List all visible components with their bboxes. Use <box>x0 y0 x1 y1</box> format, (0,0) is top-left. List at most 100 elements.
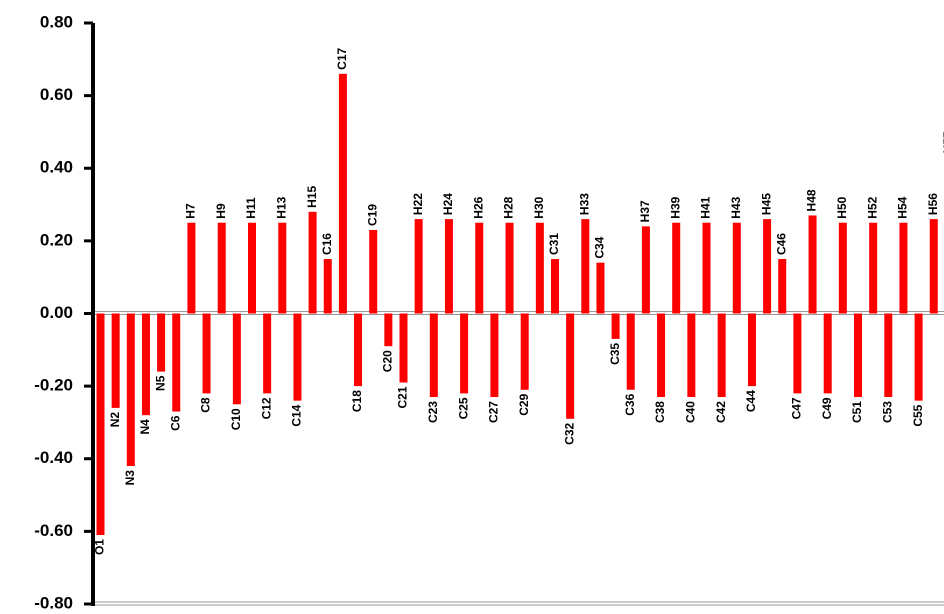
bar-label-n2: N2 <box>108 412 122 428</box>
bar-label-h30: H30 <box>532 196 546 218</box>
bar-c32 <box>566 313 575 419</box>
bar-h24 <box>444 219 453 314</box>
bar-h26 <box>475 222 484 314</box>
bar-c55 <box>914 313 923 401</box>
bar-label-c20: C20 <box>381 350 395 372</box>
bar-c47 <box>793 313 802 394</box>
bar-label-c6: C6 <box>168 415 182 431</box>
bar-label-h33: H33 <box>577 193 591 215</box>
bar-c27 <box>490 313 499 398</box>
bar-label-c49: C49 <box>820 397 834 419</box>
y-tick-label: 0.60 <box>40 85 73 104</box>
bar-label-c53: C53 <box>880 401 894 423</box>
bar-label-c27: C27 <box>487 401 501 423</box>
bar-c17 <box>338 73 347 314</box>
bar-label-c38: C38 <box>653 401 667 423</box>
bar-n3 <box>126 313 135 467</box>
bar-h56 <box>929 219 938 314</box>
y-tick-label: 0.40 <box>40 158 73 177</box>
bar-label-h45: H45 <box>759 193 773 215</box>
zero-baseline <box>93 311 944 606</box>
y-tick-label: -0.40 <box>34 448 73 467</box>
bar-label-h15: H15 <box>305 185 319 207</box>
bar-c14 <box>293 313 302 401</box>
bar-h41 <box>702 222 711 314</box>
bar-h39 <box>672 222 681 314</box>
bar-label-c18: C18 <box>350 390 364 412</box>
bar-label-c32: C32 <box>562 422 576 444</box>
bar-h45 <box>763 219 772 314</box>
bar-h22 <box>414 219 423 314</box>
bar-c6 <box>172 313 181 412</box>
bar-label-c10: C10 <box>229 408 243 430</box>
bar-h33 <box>581 219 590 314</box>
bar-label-c25: C25 <box>456 397 470 419</box>
bar-label-c55: C55 <box>911 404 925 426</box>
bar-label-c21: C21 <box>396 386 410 408</box>
bar-c18 <box>354 313 363 387</box>
bar-label-h26: H26 <box>471 196 485 218</box>
bar-h28 <box>505 222 514 314</box>
bar-h9 <box>217 222 226 314</box>
y-tick-label: 0.80 <box>40 12 73 31</box>
bar-h37 <box>641 226 650 314</box>
bar-label-n5: N5 <box>153 375 167 391</box>
bar-label-c19: C19 <box>365 204 379 226</box>
bar-c49 <box>823 313 832 394</box>
bar-label-h52: H52 <box>865 196 879 218</box>
bar-h48 <box>808 215 817 314</box>
bar-n2 <box>111 313 120 408</box>
bar-h52 <box>869 222 878 314</box>
bar-h30 <box>535 222 544 314</box>
bar-label-h11: H11 <box>244 197 258 219</box>
bar-label-h13: H13 <box>274 196 288 218</box>
bars-group <box>96 73 938 536</box>
bar-label-h37: H37 <box>638 200 652 222</box>
bar-c21 <box>399 313 408 383</box>
y-tick-label: -0.20 <box>34 376 73 395</box>
bar-c12 <box>263 313 272 394</box>
bar-label-c46: C46 <box>774 233 788 255</box>
bar-label-c44: C44 <box>744 390 758 412</box>
bar-h15 <box>308 211 317 314</box>
bar-h43 <box>732 222 741 314</box>
bar-label-h9: H9 <box>214 203 228 219</box>
bar-label-c31: C31 <box>547 233 561 255</box>
y-tick-label: -0.80 <box>34 593 73 612</box>
bar-c29 <box>520 313 529 390</box>
y-axis: 0.80 0.60 0.40 0.20 0.00 -0.20 -0.40 -0.60 -0.80 <box>34 12 95 612</box>
bar-label-c8: C8 <box>199 397 213 413</box>
bar-label-h28: H28 <box>502 196 516 218</box>
bar-label-h39: H39 <box>668 196 682 218</box>
bar-n4 <box>141 313 150 416</box>
bar-label-c34: C34 <box>593 236 607 258</box>
bar-h50 <box>838 222 847 314</box>
bar-label-h22: H22 <box>411 193 425 215</box>
bar-h13 <box>278 222 287 314</box>
bar-label-c29: C29 <box>517 393 531 415</box>
y-tick-label: 0.00 <box>40 303 73 322</box>
bar-c36 <box>626 313 635 390</box>
bar-label-c17: C17 <box>335 47 349 69</box>
bar-c34 <box>596 262 605 314</box>
bar-label-h41: H41 <box>699 196 713 218</box>
bar-label-c14: C14 <box>290 404 304 426</box>
bar-label-c16: C16 <box>320 233 334 255</box>
bar-c53 <box>884 313 893 398</box>
bar-c25 <box>460 313 469 394</box>
bar-n5 <box>157 313 166 372</box>
bar-o1 <box>96 313 105 536</box>
bar-label-h50: H50 <box>835 196 849 218</box>
bar-labels-group: O1 N2 N3 N4 N5 C6 H7 C8 H9 C10 H11 C12 H13 C14 H15 C16 C… <box>93 47 944 555</box>
bar-label-c12: C12 <box>259 397 273 419</box>
bar-c10 <box>232 313 241 405</box>
bar-c51 <box>854 313 862 398</box>
bar-c40 <box>687 313 696 398</box>
bar-label-h54: H54 <box>896 196 910 218</box>
bar-label-h43: H43 <box>729 196 743 218</box>
bar-label-h56: H56 <box>926 193 940 215</box>
bar-c19 <box>369 229 378 314</box>
bar-label-h7: H7 <box>184 203 198 219</box>
bar-c16 <box>323 259 332 314</box>
